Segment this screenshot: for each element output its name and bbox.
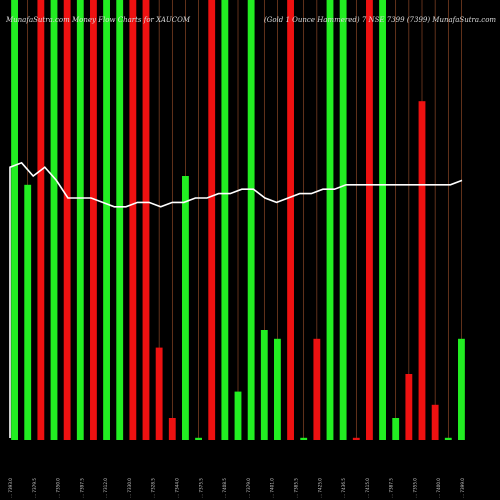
x-tick-label: ... 7399.0 — [460, 478, 465, 498]
flow-bar-down — [313, 338, 321, 440]
flow-bar-up — [458, 338, 465, 440]
flow-bar-up — [116, 0, 124, 440]
flow-bar-up — [182, 176, 189, 440]
flow-bar-up — [221, 0, 229, 440]
flow-bar-down — [142, 0, 150, 440]
flow-bar-up — [326, 0, 334, 440]
x-tick-label: ... 7330.0 — [127, 478, 132, 498]
x-tick-label: ... 7397.5 — [79, 478, 84, 498]
x-tick-label: ... 7385.5 — [294, 478, 299, 498]
x-tick-label: ... 7312.0 — [103, 478, 108, 498]
flow-bar-up — [444, 437, 452, 440]
x-tick-label: ... 7415.0 — [365, 478, 370, 498]
flow-bar-up — [50, 0, 58, 440]
flow-bar-down — [366, 0, 373, 440]
chart-title-left: MunafaSutra.com Money Flow Charts for XA… — [5, 16, 191, 24]
x-tick-label: ... 7401.0 — [270, 478, 275, 498]
flow-bar-down — [287, 0, 294, 440]
x-tick-label: ... 7393.0 — [8, 478, 13, 498]
bar-series — [11, 0, 465, 440]
flow-bar-up — [11, 0, 18, 440]
x-tick-label: ... 7328.5 — [151, 478, 156, 498]
flow-bar-up — [274, 338, 281, 440]
flow-bar-down — [90, 0, 97, 440]
x-tick-label: ... 7387.5 — [389, 478, 394, 498]
price-line — [9, 161, 463, 438]
flow-bar-up — [260, 330, 268, 440]
flow-bar-down — [418, 101, 426, 440]
flow-bar-up — [76, 0, 84, 440]
flow-bar-down — [155, 347, 163, 440]
x-tick-label: ... 7436.5 — [341, 478, 346, 498]
flow-bar-up — [300, 437, 308, 440]
flow-bar-up — [247, 0, 255, 440]
flow-bar-up — [24, 184, 32, 440]
flow-bar-down — [352, 437, 360, 440]
x-tick-label: ... 7379.0 — [246, 478, 251, 498]
flow-bar-down — [129, 0, 137, 440]
flow-bar-down — [208, 0, 216, 440]
flow-bar-up — [339, 0, 347, 440]
x-tick-label: ... 7425.0 — [317, 478, 322, 498]
flow-bar-down — [431, 404, 439, 440]
flow-bar-down — [37, 0, 45, 440]
flow-bar-up — [103, 0, 110, 440]
x-tick-label: ... 7344.0 — [175, 478, 180, 498]
flow-bar-down — [63, 0, 71, 440]
x-tick-label: ... 7400.0 — [436, 478, 441, 498]
flow-bar-down — [405, 374, 413, 440]
x-axis-labels: ... 7393.0 ... 7379.5 ... 7350.0 ... 7397.5… — [8, 478, 465, 498]
flow-bar-up — [379, 0, 386, 440]
flow-bar-up — [195, 437, 202, 440]
x-tick-label: ... 7408.5 — [222, 478, 227, 498]
x-tick-label: ... 7355.0 — [412, 478, 417, 498]
chart-title-right: (Gold 1 Ounce Hammered) 7 NSE 7399 (7399… — [264, 16, 496, 24]
flow-bar-up — [392, 418, 400, 440]
flow-bar-down — [168, 418, 176, 440]
x-tick-label: ... 7350.0 — [56, 478, 61, 498]
x-tick-label: ... 7375.5 — [198, 478, 203, 498]
flow-bar-up — [234, 391, 242, 440]
price-line-layer — [9, 161, 463, 438]
x-tick-label: ... 7379.5 — [32, 478, 37, 498]
